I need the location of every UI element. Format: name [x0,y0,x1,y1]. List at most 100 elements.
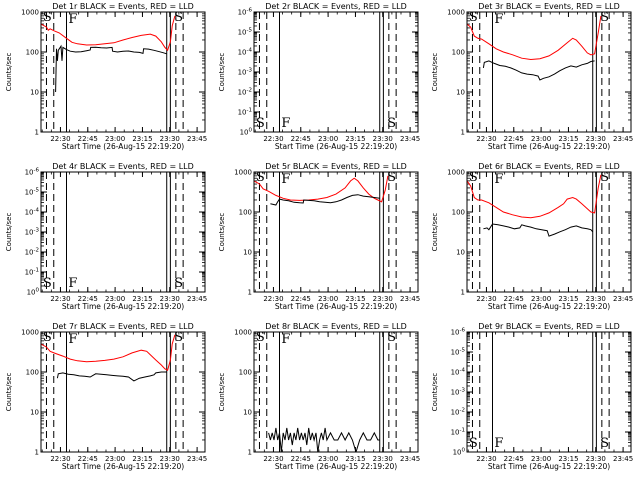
marker-label-s: S [387,330,396,345]
x-tick-label: 23:45 [400,455,420,463]
x-tick-label: 23:30 [373,455,393,463]
y-tick-label: 10-3 [451,388,466,397]
x-tick-label: 23:30 [586,135,606,143]
y-tick-label: 1 [35,449,39,457]
chart-title: Det 2r BLACK = Events, RED = LLD [265,2,407,11]
marker-label-s: S [256,116,265,131]
x-tick-label: 22:45 [78,295,98,303]
x-tick-label: 23:30 [160,295,180,303]
x-tick-label: 23:45 [187,295,207,303]
marker-label-f: F [281,172,290,187]
x-tick-label: 22:45 [291,295,311,303]
marker-label-f: F [281,332,290,347]
y-tick-label: 1 [35,129,39,137]
marker-label-s: S [469,436,478,451]
x-tick-label: 22:45 [78,455,98,463]
x-tick-label: 23:15 [558,135,578,143]
marker-label-s: S [256,170,265,185]
y-tick-label: 10-1 [238,108,252,117]
marker-label-s: S [387,170,396,185]
chart-title: Det 6r BLACK = Events, RED = LLD [478,162,620,171]
plot-frame [466,331,632,453]
x-tick-label: 22:30 [476,455,496,463]
plot-frame [466,11,632,133]
marker-label-s: S [43,10,52,25]
marker-label-f: F [68,12,77,27]
x-tick-label: 22:30 [263,455,283,463]
y-tick-label: 10-4 [25,208,40,217]
x-tick-label: 23:45 [613,135,633,143]
chart-title: Det 7r BLACK = Events, RED = LLD [52,322,194,331]
plot-frame [253,171,419,293]
marker-label-s: S [43,330,52,345]
x-tick-label: 23:15 [558,295,578,303]
y-tick-label: 10-6 [25,168,40,177]
y-tick-label: 100 [239,209,252,217]
y-tick-label: 1000 [234,329,252,337]
chart-panel-6: S F S 1 10 100 1000 22:30 22:45 23:00 23:15 23:30 23… [431,162,633,311]
y-tick-label: 1000 [21,9,39,17]
x-tick-label: 23:15 [132,135,152,143]
x-tick-label: 23:30 [160,135,180,143]
y-tick-label: 100 [453,448,466,457]
y-axis-label: Counts/sec [431,373,439,412]
x-tick-label: 23:15 [345,295,365,303]
x-tick-label: 22:30 [476,295,496,303]
y-tick-label: 10-6 [451,328,466,337]
y-tick-label: 10-2 [25,248,39,257]
x-tick-label: 22:45 [504,135,524,143]
marker-label-s: S [256,330,265,345]
events-series-line [55,44,167,93]
x-tick-label: 22:45 [291,455,311,463]
x-axis-label: Start Time (26-Aug-15 22:19:20) [488,302,610,311]
y-tick-label: 100 [452,49,465,57]
y-axis-label: Counts/sec [218,213,226,252]
x-tick-label: 23:15 [132,455,152,463]
y-tick-label: 10-3 [25,228,40,237]
y-tick-label: 10 [243,409,252,417]
plot-frame [466,171,632,293]
y-tick-label: 10-1 [451,428,465,437]
events-series-line [268,427,380,452]
x-axis-label: Start Time (26-Aug-15 22:19:20) [62,462,184,471]
chart-panel-5: S F S 1 10 100 1000 22:30 22:45 23:00 23:15 23:30 23… [218,162,420,311]
x-tick-label: 22:45 [291,135,311,143]
x-axis-label: Start Time (26-Aug-15 22:19:20) [275,142,397,151]
y-tick-label: 10 [30,89,39,97]
chart-title: Det 9r BLACK = Events, RED = LLD [478,322,620,331]
marker-label-s: S [174,276,183,291]
marker-label-s: S [469,170,478,185]
x-tick-label: 23:15 [558,455,578,463]
x-tick-label: 23:30 [160,455,180,463]
x-tick-label: 23:15 [345,455,365,463]
y-tick-label: 10-6 [238,8,253,17]
x-tick-label: 23:15 [345,135,365,143]
y-tick-label: 10 [30,409,39,417]
y-tick-label: 1 [248,289,252,297]
y-tick-label: 100 [27,288,40,297]
x-tick-label: 23:00 [318,135,338,143]
x-axis-label: Start Time (26-Aug-15 22:19:20) [488,462,610,471]
x-tick-label: 22:30 [50,295,70,303]
y-tick-label: 10-4 [238,48,253,57]
x-tick-label: 23:45 [187,135,207,143]
y-tick-label: 10 [456,249,465,257]
marker-label-s: S [600,170,609,185]
chart-title: Det 5r BLACK = Events, RED = LLD [265,162,407,171]
x-tick-label: 22:45 [504,455,524,463]
lld-series-line [41,15,176,52]
marker-label-f: F [494,172,503,187]
marker-label-s: S [174,330,183,345]
chart-panel-3: S F S 1 10 100 1000 22:30 22:45 23:00 23:15 23:30 23… [431,2,633,151]
chart-panel-1: S F S 1 10 100 1000 22:30 22:45 23:00 23:15 23:30 23… [5,2,207,151]
x-tick-label: 23:00 [105,455,125,463]
lld-series-line [254,175,389,203]
x-tick-label: 22:45 [504,295,524,303]
x-tick-label: 23:00 [318,455,338,463]
chart-panel-7: S F S 1 10 100 1000 22:30 22:45 23:00 23:15 23:30 23… [5,322,207,471]
x-tick-label: 23:00 [531,295,551,303]
x-tick-label: 23:15 [132,295,152,303]
marker-label-s: S [600,436,609,451]
